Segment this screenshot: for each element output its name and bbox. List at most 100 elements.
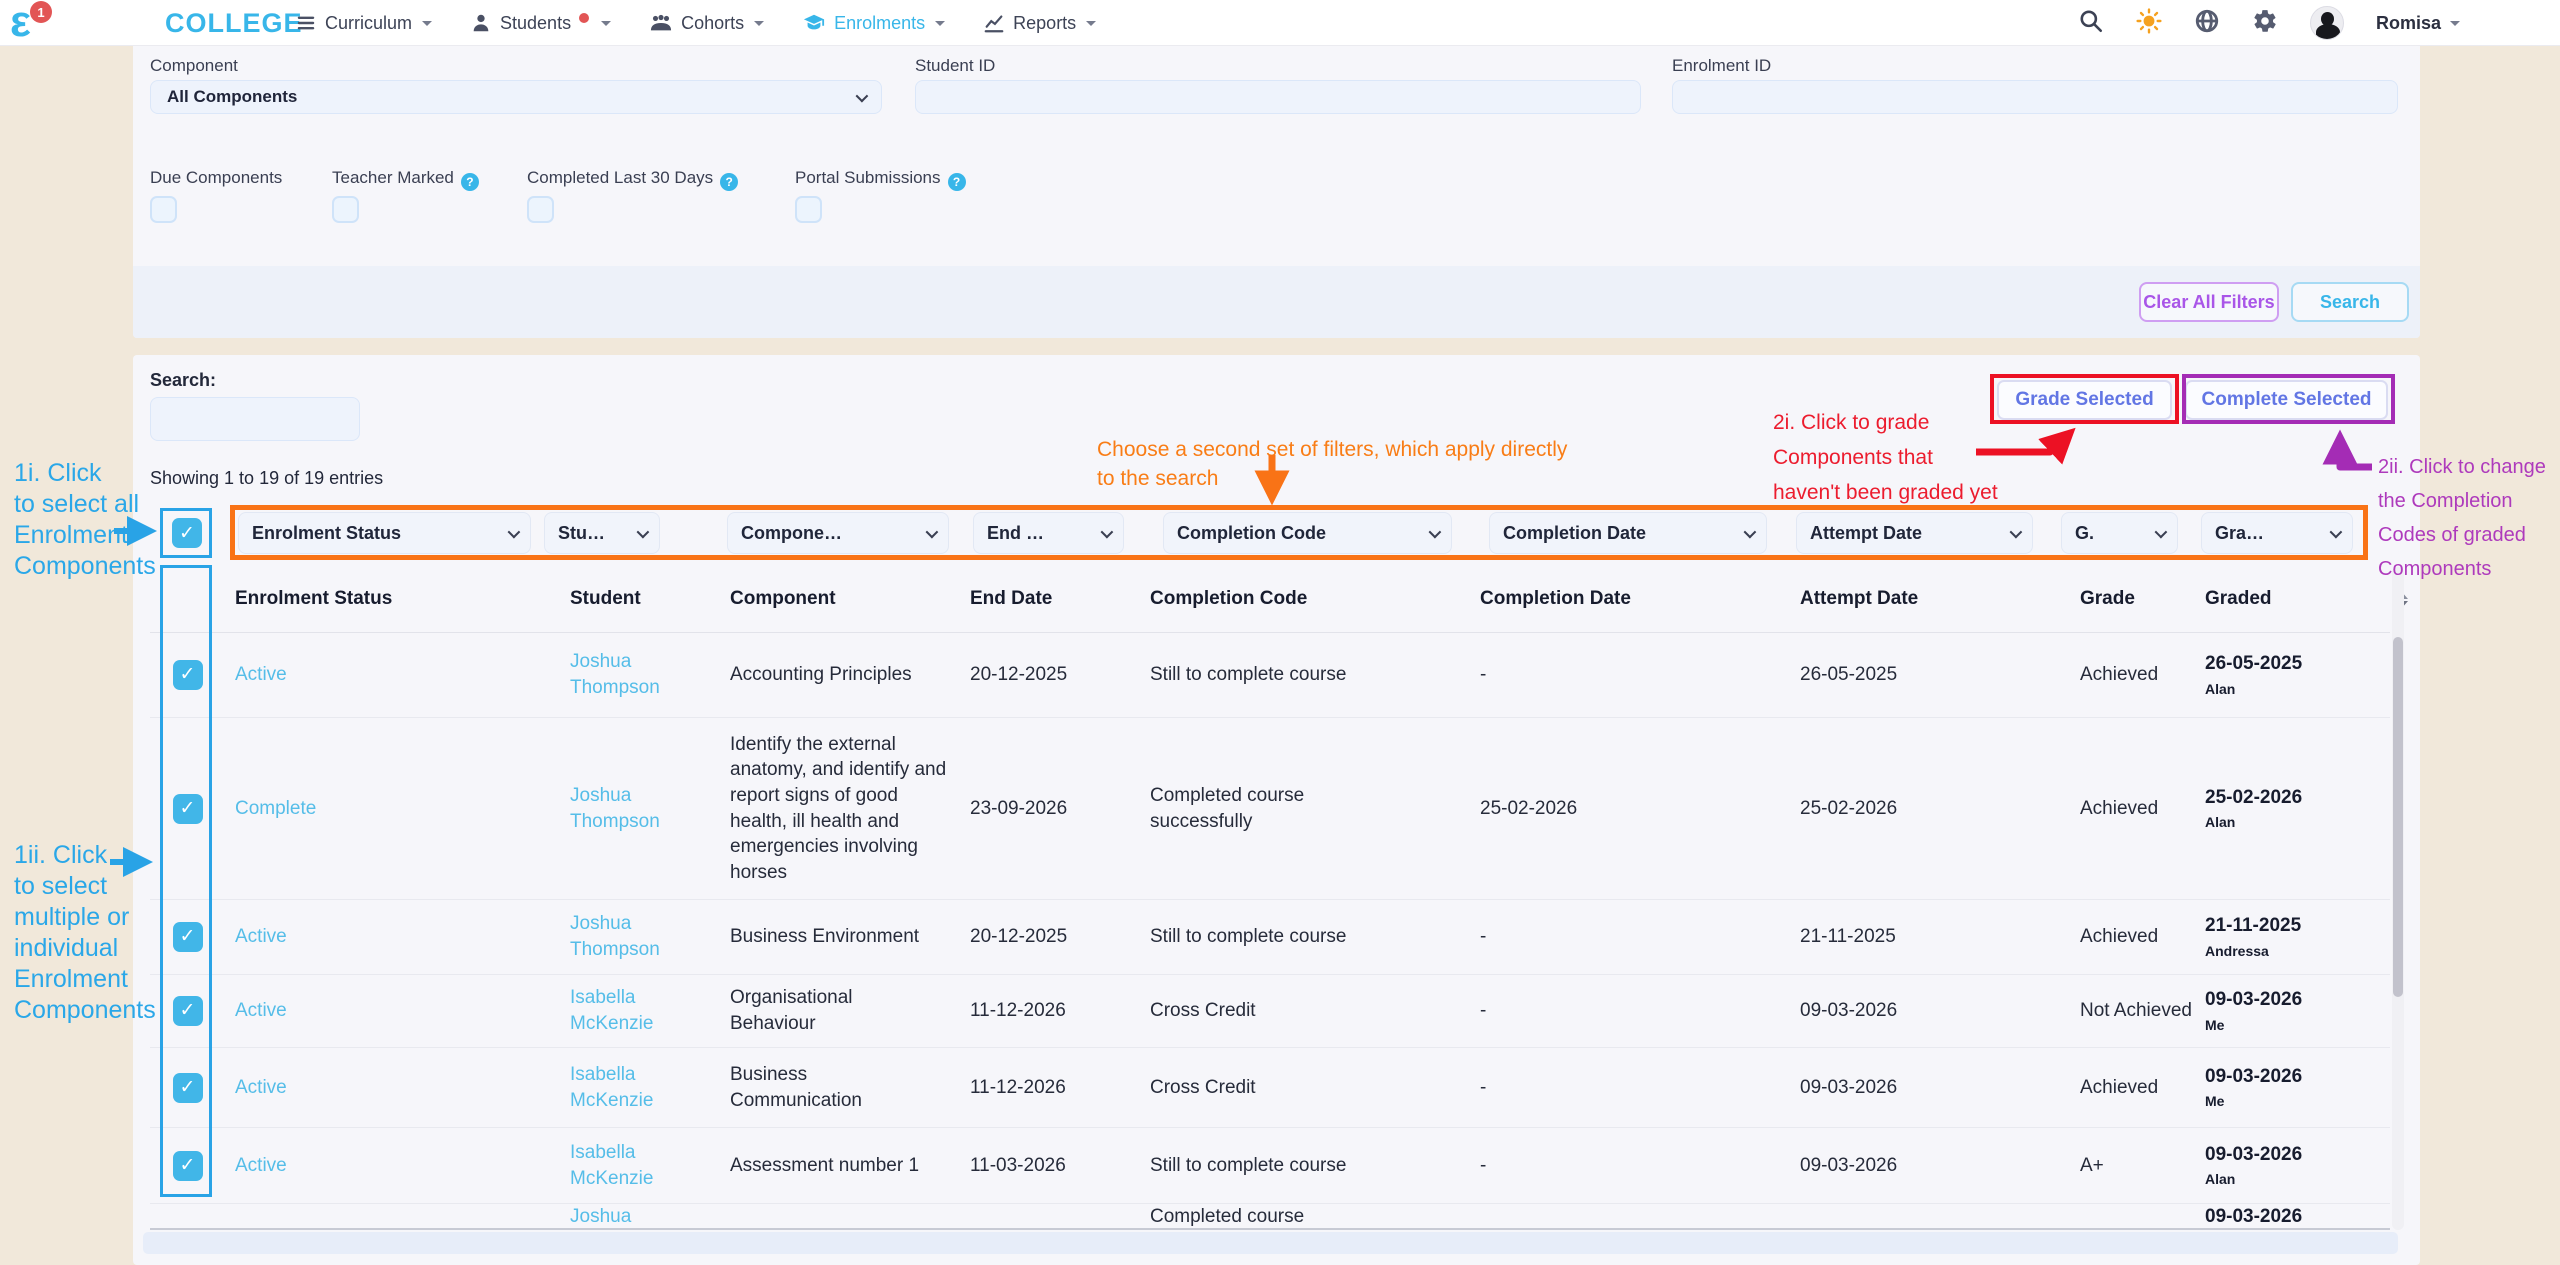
chevron-down-icon [422, 20, 433, 26]
showing-entries-text: Showing 1 to 19 of 19 entries [150, 468, 384, 488]
header-completion-date[interactable]: Completion Date [1480, 587, 1631, 609]
cell-student-link[interactable]: Isabella McKenzie [570, 1063, 654, 1111]
cell-end-date: 11-03-2026 [970, 1154, 1066, 1176]
cell-end-date: 11-12-2026 [970, 1076, 1066, 1098]
nav-item-enrolments[interactable]: Enrolments [802, 12, 946, 34]
table-search-input[interactable] [150, 397, 360, 441]
header-grade[interactable]: Grade [2080, 587, 2135, 609]
row-checkbox[interactable] [172, 793, 203, 824]
menu-icon [295, 12, 317, 34]
avatar[interactable] [2309, 6, 2344, 40]
brand-logo[interactable]: COLLEGE [165, 8, 303, 38]
component-select[interactable]: All Components [150, 80, 882, 114]
table-row: Complete Joshua Thompson Identify the ex… [150, 718, 2390, 900]
cell-status: Active [235, 664, 287, 686]
cell-student-link[interactable]: Joshua Thompson [570, 784, 660, 832]
filter-enrolment-status[interactable]: Enrolment Status [238, 512, 531, 554]
header-enrolment-status[interactable]: Enrolment Status [235, 587, 393, 609]
help-icon[interactable]: ? [460, 173, 479, 191]
row-checkbox[interactable] [172, 922, 203, 952]
search-button[interactable]: Search [2291, 282, 2409, 322]
nav-item-reports[interactable]: Reports [983, 12, 1097, 34]
cell-status: Active [235, 1154, 287, 1176]
scrollbar-thumb[interactable] [2393, 637, 2403, 997]
header-completion-code[interactable]: Completion Code [1150, 587, 1308, 609]
chevron-down-icon [935, 20, 946, 26]
cell-completion-date: - [1480, 926, 1487, 948]
header-graded[interactable]: Graded [2195, 588, 2408, 610]
filter-completion-date[interactable]: Completion Date [1489, 512, 1767, 554]
clear-all-filters-button[interactable]: Clear All Filters [2139, 282, 2279, 322]
nav-item-cohorts[interactable]: Cohorts [649, 12, 765, 34]
cell-completion-date: - [1480, 1000, 1487, 1022]
header-component[interactable]: Component [730, 587, 836, 609]
row-checkbox[interactable] [172, 1072, 203, 1103]
avatar-silhouette [2320, 12, 2334, 26]
chevron-down-icon [2009, 525, 2023, 538]
nav-item-curriculum[interactable]: Curriculum [295, 12, 433, 34]
cell-status: Active [235, 926, 287, 948]
help-icon[interactable]: ? [947, 173, 966, 191]
teacher-marked-checkbox[interactable] [332, 196, 359, 223]
due-components-label: Due Components [150, 168, 283, 187]
nav-item-students[interactable]: Students [470, 11, 612, 34]
search-icon[interactable] [2078, 8, 2104, 39]
cell-status: Complete [235, 797, 317, 819]
filter-graded[interactable]: Gra… [2201, 512, 2353, 554]
horizontal-scrollbar[interactable] [143, 1232, 2398, 1254]
cell-end-date: 20-12-2025 [970, 664, 1068, 686]
chevron-down-icon [925, 525, 939, 538]
app-logo[interactable]: ε [10, 0, 31, 46]
gear-icon[interactable] [2252, 8, 2278, 39]
chevron-down-icon [636, 525, 650, 538]
cell-grade: Not Achieved [2080, 1000, 2192, 1022]
cell-graded: 09-03-2026 Me [2205, 1065, 2303, 1110]
completed-30-days-checkbox[interactable] [527, 196, 554, 223]
filter-attempt-date[interactable]: Attempt Date [1796, 512, 2033, 554]
chevron-down-icon [1743, 525, 1757, 538]
cell-attempt-date: 25-02-2026 [1800, 797, 1898, 819]
globe-icon[interactable] [2194, 8, 2220, 39]
filter-end-date[interactable]: End … [973, 512, 1124, 554]
help-icon[interactable]: ? [720, 173, 739, 191]
filter-grade[interactable]: G. [2061, 512, 2178, 554]
user-menu[interactable]: Romisa [2376, 13, 2460, 34]
vertical-scrollbar[interactable] [2392, 567, 2404, 1230]
theme-sun-icon[interactable] [2136, 7, 2162, 39]
header-end-date[interactable]: End Date [970, 587, 1053, 609]
cell-student-link[interactable]: Isabella McKenzie [570, 1141, 654, 1189]
cell-component: Assessment number 1 [730, 1154, 920, 1176]
cell-student-link[interactable]: Joshua Thompson [570, 913, 660, 960]
cell-student-link[interactable]: Joshua Thompson [570, 651, 660, 698]
row-checkbox[interactable] [172, 996, 203, 1026]
alert-badge-icon [577, 11, 592, 25]
due-components-checkbox[interactable] [150, 196, 177, 223]
table-body: Active Joshua Thompson Accounting Princi… [150, 633, 2390, 1230]
cell-student-link[interactable]: Joshua [570, 1206, 632, 1227]
filter-completion-code[interactable]: Completion Code [1163, 512, 1452, 554]
cell-status: Active [235, 1000, 287, 1022]
cell-completion-code: Still to complete course [1150, 926, 1347, 948]
cell-grade: Achieved [2080, 926, 2159, 948]
chevron-down-icon [507, 525, 521, 538]
cell-student-link[interactable]: Isabella McKenzie [570, 987, 654, 1034]
grade-selected-button[interactable]: Grade Selected [1997, 380, 2172, 420]
cell-end-date: 11-12-2026 [970, 1000, 1066, 1022]
filter-component[interactable]: Compone… [727, 512, 949, 554]
table-row-partial: Joshua Completed course 09-03-2026 [150, 1204, 2390, 1228]
cell-end-date: 20-12-2025 [970, 926, 1068, 948]
select-all-checkbox[interactable] [172, 518, 202, 548]
portal-submissions-checkbox[interactable] [795, 196, 822, 223]
student-id-input[interactable] [915, 80, 1641, 114]
complete-selected-button[interactable]: Complete Selected [2185, 380, 2388, 420]
chevron-down-icon [2329, 525, 2343, 538]
header-student[interactable]: Student [570, 587, 641, 609]
cell-completion-code: Cross Credit [1150, 1000, 1256, 1022]
row-checkbox[interactable] [172, 1150, 203, 1181]
filter-student[interactable]: Stu… [544, 512, 660, 554]
row-checkbox[interactable] [172, 660, 203, 690]
enrolment-id-input[interactable] [1672, 80, 2398, 114]
navbar-actions: Romisa [2078, 0, 2460, 46]
header-attempt-date[interactable]: Attempt Date [1800, 587, 1919, 609]
